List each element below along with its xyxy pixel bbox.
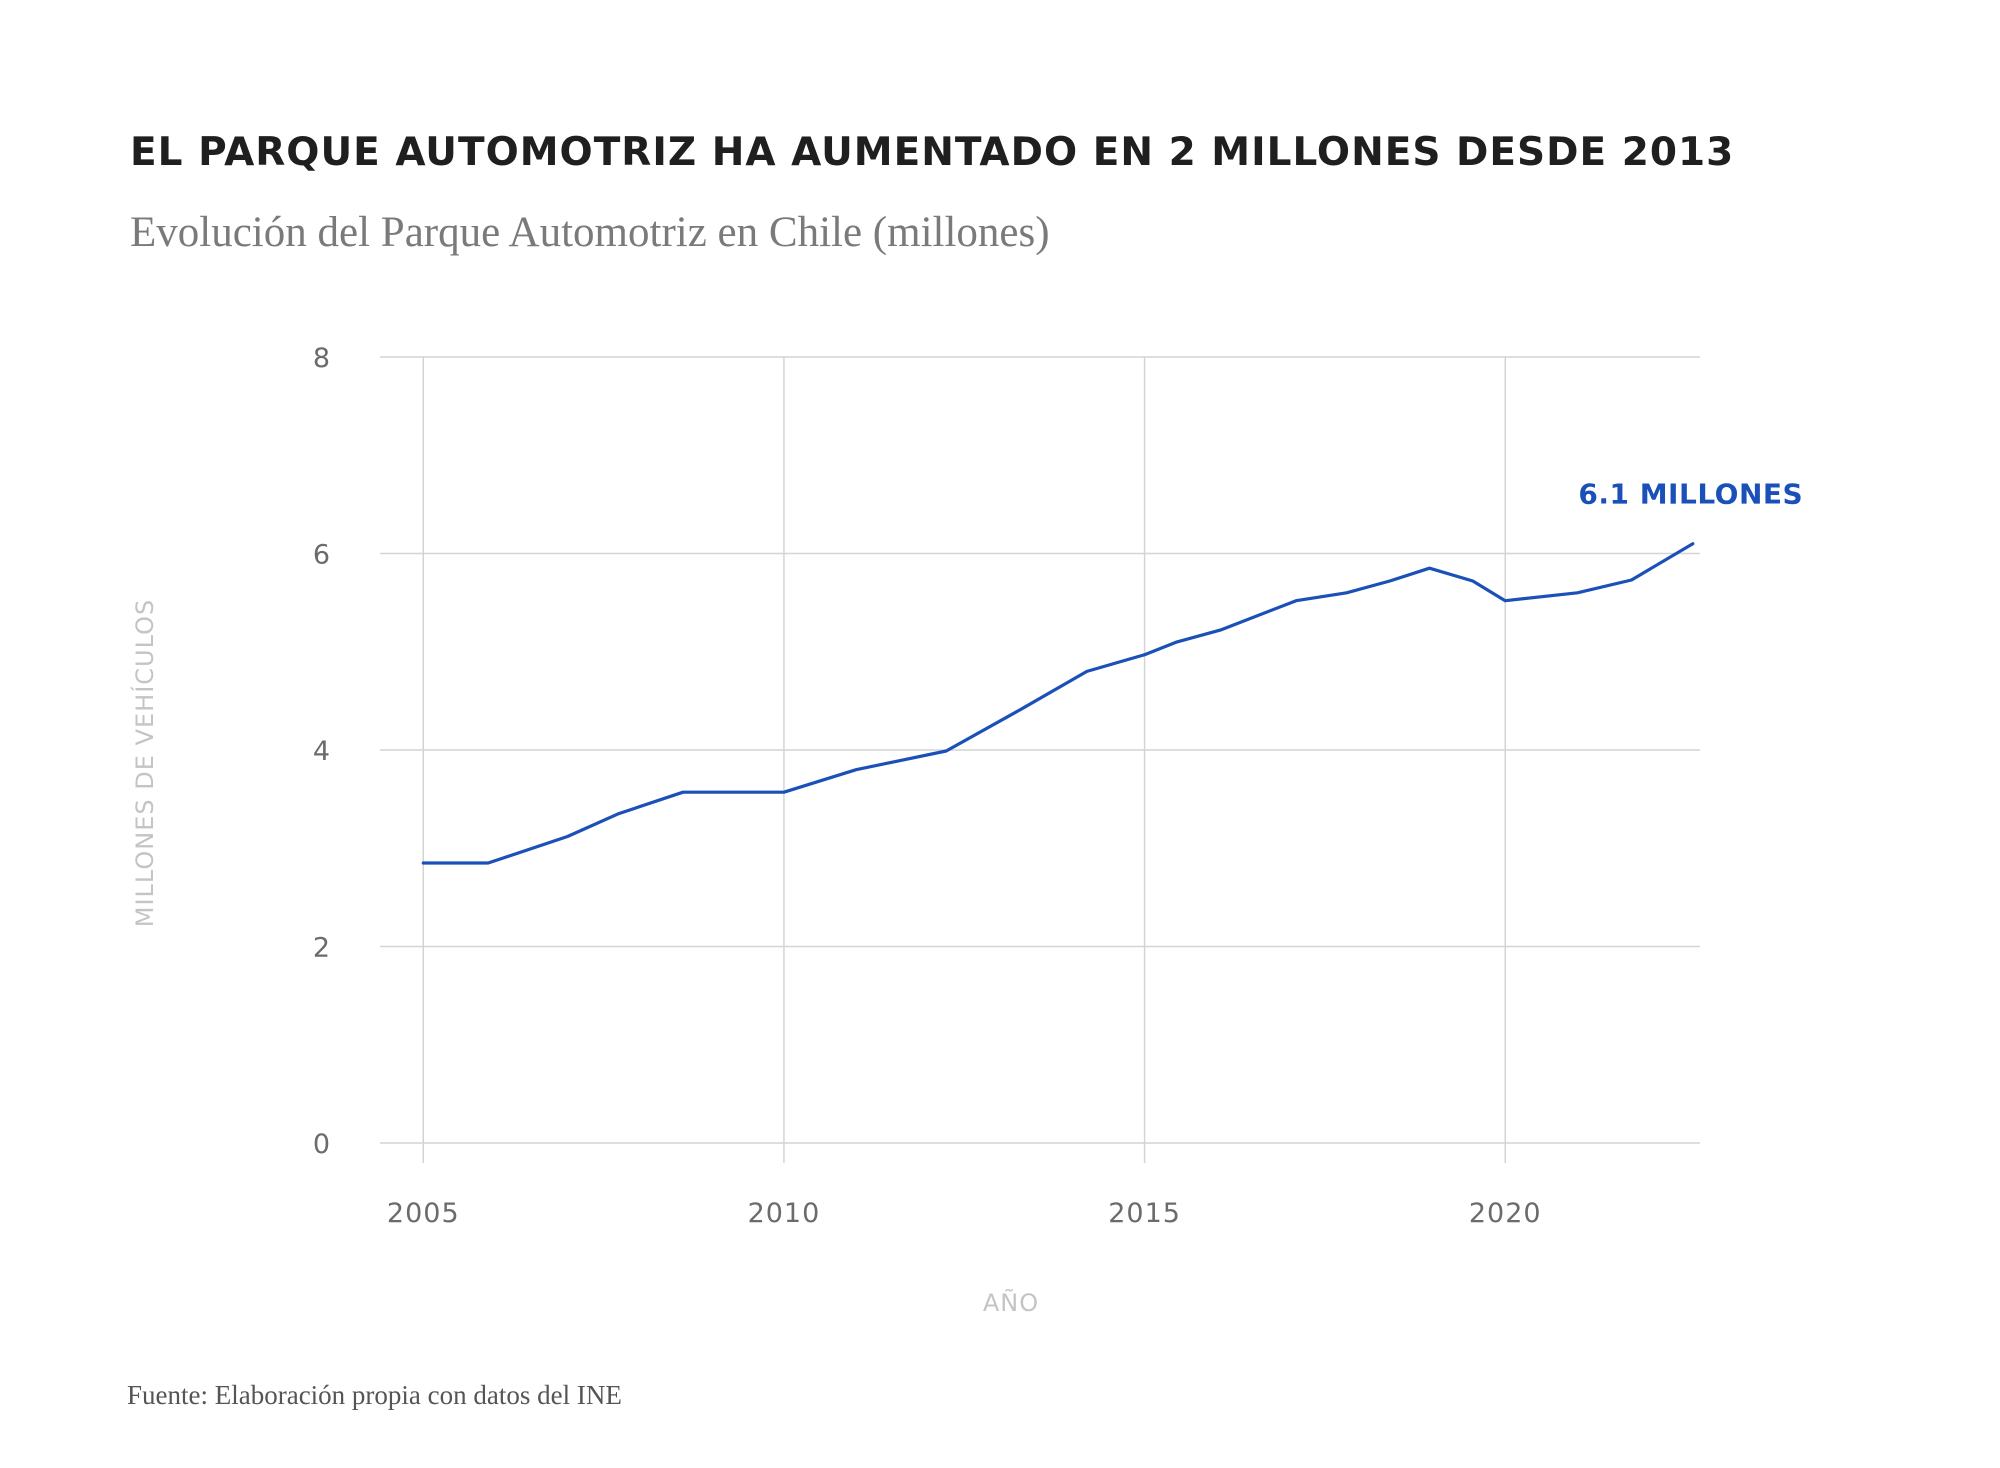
x-tick-label: 2010 [748,1198,821,1229]
y-tick-label: 2 [313,933,330,964]
series-line [421,542,1695,865]
x-tick-label: 2005 [387,1198,460,1229]
y-tick-label: 4 [313,736,330,767]
y-axis-label: MILLONES DE VEHÍCULOS [130,599,159,928]
x-tick-label: 2020 [1469,1198,1542,1229]
x-axis-label: AÑO [983,1287,1039,1317]
chart-subtitle: Evolución del Parque Automotriz en Chile… [130,209,1050,256]
source-note: Fuente: Elaboración propia con datos del… [127,1380,622,1410]
chart-title: EL PARQUE AUTOMOTRIZ HA AUMENTADO EN 2 M… [130,130,1735,175]
y-tick-label: 0 [313,1129,330,1160]
y-tick-label: 8 [313,343,330,374]
x-tick-label: 2015 [1108,1198,1181,1229]
annotation-label: 6.1 MILLONES [1578,478,1803,511]
y-tick-label: 6 [313,540,330,571]
